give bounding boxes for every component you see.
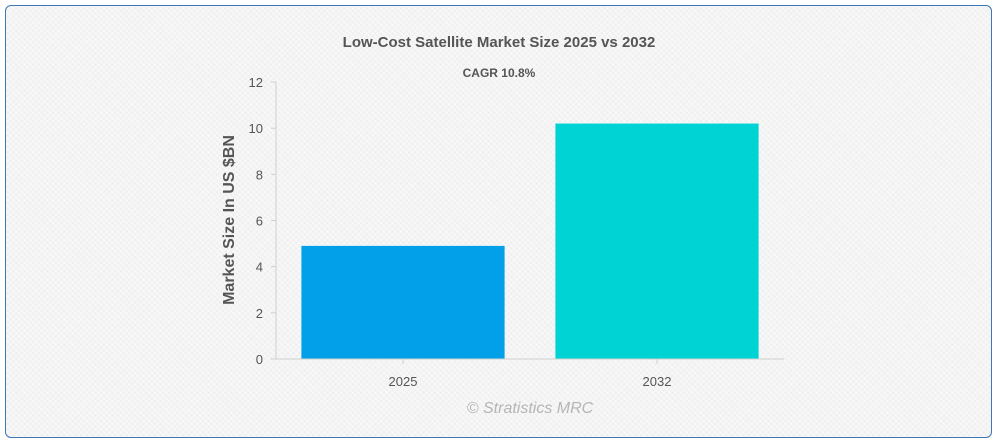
y-tick-label: 6 bbox=[256, 214, 263, 229]
y-tick-label: 0 bbox=[256, 352, 263, 367]
y-tick-label: 10 bbox=[249, 121, 263, 136]
y-tick-label: 8 bbox=[256, 167, 263, 182]
bar-2025[interactable] bbox=[301, 245, 505, 359]
chart-title: Low-Cost Satellite Market Size 2025 vs 2… bbox=[343, 34, 656, 51]
bar-2032[interactable] bbox=[555, 123, 759, 359]
y-axis-label: Market Size In US $BN bbox=[221, 135, 238, 305]
x-tick-label: 2032 bbox=[643, 374, 672, 389]
chart-frame bbox=[5, 5, 992, 438]
x-axis: 2025 2032 bbox=[276, 358, 784, 389]
x-tick-label: 2025 bbox=[389, 374, 418, 389]
y-tick-label: 12 bbox=[249, 75, 263, 90]
y-axis: 0 2 4 6 8 10 12 bbox=[249, 75, 277, 367]
watermark: © Stratistics MRC bbox=[467, 400, 594, 417]
bars bbox=[301, 123, 759, 359]
y-tick-label: 2 bbox=[256, 306, 263, 321]
y-tick-label: 4 bbox=[256, 260, 263, 275]
chart-subtitle: CAGR 10.8% bbox=[463, 66, 536, 80]
